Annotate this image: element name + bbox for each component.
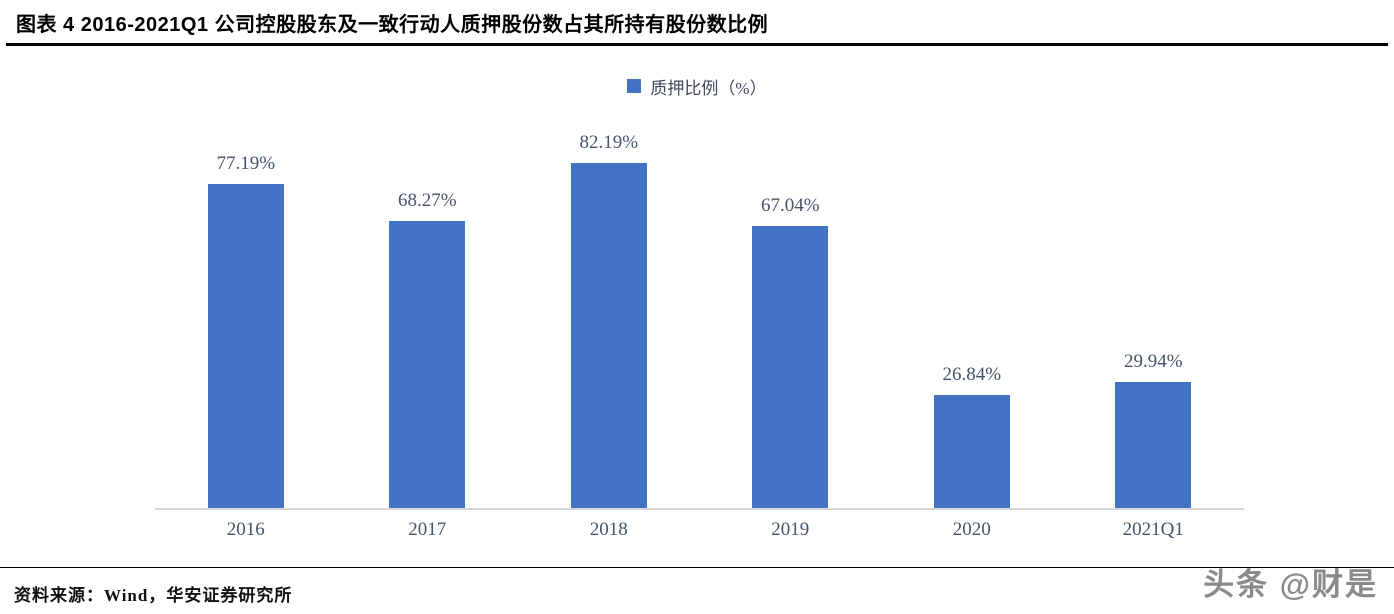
chart-legend: 质押比例（%） [0, 76, 1394, 98]
x-axis-label: 2019 [771, 519, 810, 540]
x-axis-label: 2018 [589, 519, 628, 540]
chart-header: 图表 4 2016-2021Q1 公司控股股东及一致行动人质押股份数占其所持有股… [0, 0, 1394, 37]
x-axis-label: 2017 [408, 519, 447, 540]
plot-area: 77.19% 68.27% 82.19% 67.04% 26.84% 29.94% [155, 122, 1244, 510]
x-axis-label: 2020 [952, 519, 991, 540]
bar-value-label: 68.27% [397, 190, 457, 211]
bar-value-label: 82.19% [579, 132, 639, 153]
title-divider [6, 43, 1388, 46]
chart-title: 图表 4 2016-2021Q1 公司控股股东及一致行动人质押股份数占其所持有股… [16, 14, 769, 36]
x-axis: 2016 2017 2018 2019 2020 2021Q1 [155, 510, 1244, 541]
bar-2017 [389, 221, 466, 508]
bar-2018 [570, 163, 647, 508]
bar-2016 [207, 184, 284, 508]
legend-swatch-icon [627, 79, 642, 93]
bar-value-label: 29.94% [1123, 351, 1183, 372]
watermark: 头条 @财是 [1203, 567, 1378, 602]
footer-divider [0, 567, 1394, 568]
bar-column: 67.04% [700, 122, 882, 508]
bar-value-label: 26.84% [942, 364, 1002, 385]
bar-column: 82.19% [518, 122, 700, 508]
source-note: 资料来源：Wind，华安证券研究所 [14, 586, 293, 605]
bar-column: 68.27% [337, 122, 519, 508]
legend-label: 质押比例（%） [650, 78, 767, 98]
bar-column: 26.84% [881, 122, 1063, 508]
bar-value-label: 67.04% [760, 195, 820, 216]
bar-column: 77.19% [155, 122, 337, 508]
bar-2019 [752, 226, 829, 508]
bar-2020 [933, 395, 1010, 508]
x-axis-label: 2016 [226, 519, 265, 540]
x-axis-label: 2021Q1 [1122, 519, 1184, 540]
bar-value-label: 77.19% [216, 153, 276, 174]
bar-column: 29.94% [1063, 122, 1245, 508]
bar-chart: 质押比例（%） 77.19% 68.27% 82.19% 67.04% 26.84% 29… [0, 76, 1394, 541]
bar-2021Q1 [1115, 382, 1192, 508]
